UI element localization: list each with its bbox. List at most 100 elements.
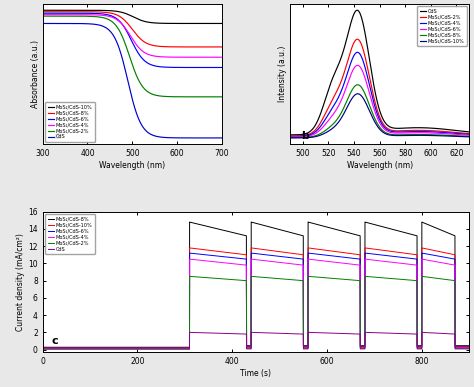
MoS₂/CdS-6% — [58, 11, 64, 15]
MoS₂/CdS-10% — [466, 344, 472, 349]
CdS — [40, 347, 46, 351]
MoS₂/CdS-10% — [287, 135, 293, 140]
MoS₂/CdS-2% — [410, 278, 416, 283]
CdS — [40, 21, 46, 26]
MoS₂/CdS-6% — [40, 11, 46, 15]
MoS₂/CdS-10% — [401, 133, 407, 138]
Line: MoS₂/CdS-6%: MoS₂/CdS-6% — [43, 13, 222, 67]
MoS₂/CdS-6% — [392, 131, 397, 135]
Line: MoS₂/CdS-6%: MoS₂/CdS-6% — [290, 65, 469, 137]
MoS₂/CdS-8% — [255, 221, 261, 226]
Line: MoS₂/CdS-10%: MoS₂/CdS-10% — [43, 10, 222, 24]
MoS₂/CdS-8% — [287, 135, 293, 140]
X-axis label: Wavelength (nm): Wavelength (nm) — [99, 161, 165, 170]
MoS₂/CdS-2% — [180, 94, 185, 99]
MoS₂/CdS-6% — [255, 252, 261, 256]
MoS₂/CdS-6% — [423, 130, 429, 135]
CdS — [183, 135, 189, 140]
MoS₂/CdS-10% — [466, 135, 472, 139]
MoS₂/CdS-4% — [355, 50, 360, 55]
MoS₂/CdS-10% — [399, 250, 405, 255]
MoS₂/CdS-2% — [119, 33, 125, 37]
MoS₂/CdS-8% — [442, 133, 447, 137]
Y-axis label: Current density (mA/cm²): Current density (mA/cm²) — [17, 233, 26, 331]
MoS₂/CdS-8% — [187, 220, 192, 224]
MoS₂/CdS-4% — [447, 262, 452, 266]
MoS₂/CdS-8% — [112, 12, 118, 17]
CdS — [172, 347, 177, 351]
Text: a: a — [54, 131, 61, 141]
MoS₂/CdS-2% — [447, 277, 452, 282]
MoS₂/CdS-6% — [187, 251, 192, 255]
MoS₂/CdS-4% — [40, 12, 46, 17]
MoS₂/CdS-10% — [298, 135, 304, 140]
MoS₂/CdS-2% — [392, 128, 397, 133]
Legend: MoS₂/CdS-8%, MoS₂/CdS-10%, MoS₂/CdS-6%, MoS₂/CdS-4%, MoS₂/CdS-2%, CdS: MoS₂/CdS-8%, MoS₂/CdS-10%, MoS₂/CdS-6%, … — [45, 214, 95, 254]
CdS — [119, 54, 125, 58]
MoS₂/CdS-8% — [298, 135, 304, 140]
X-axis label: Wavelength (nm): Wavelength (nm) — [346, 161, 413, 170]
MoS₂/CdS-10% — [423, 133, 429, 138]
MoS₂/CdS-4% — [467, 345, 473, 350]
MoS₂/CdS-10% — [410, 252, 416, 257]
MoS₂/CdS-10% — [180, 21, 185, 26]
MoS₂/CdS-6% — [119, 21, 125, 26]
MoS₂/CdS-10% — [58, 8, 64, 12]
CdS — [467, 347, 473, 351]
MoS₂/CdS-6% — [467, 345, 473, 349]
MoS₂/CdS-8% — [163, 45, 169, 49]
MoS₂/CdS-10% — [442, 134, 447, 138]
Line: MoS₂/CdS-10%: MoS₂/CdS-10% — [43, 248, 470, 348]
MoS₂/CdS-6% — [396, 131, 402, 135]
Line: MoS₂/CdS-8%: MoS₂/CdS-8% — [43, 222, 470, 347]
MoS₂/CdS-10% — [40, 8, 46, 12]
MoS₂/CdS-10% — [172, 346, 177, 350]
MoS₂/CdS-6% — [401, 131, 407, 135]
MoS₂/CdS-6% — [219, 65, 225, 70]
MoS₂/CdS-8% — [399, 229, 405, 234]
MoS₂/CdS-4% — [163, 55, 169, 59]
Line: MoS₂/CdS-10%: MoS₂/CdS-10% — [290, 94, 469, 138]
MoS₂/CdS-2% — [172, 346, 177, 351]
MoS₂/CdS-8% — [172, 345, 177, 349]
MoS₂/CdS-2% — [442, 129, 447, 134]
CdS — [112, 36, 118, 41]
MoS₂/CdS-6% — [447, 256, 452, 260]
MoS₂/CdS-8% — [423, 132, 429, 137]
MoS₂/CdS-4% — [40, 346, 46, 351]
MoS₂/CdS-8% — [58, 9, 64, 14]
MoS₂/CdS-6% — [180, 65, 185, 70]
MoS₂/CdS-8% — [219, 45, 225, 49]
MoS₂/CdS-8% — [466, 343, 472, 348]
MoS₂/CdS-2% — [423, 128, 429, 133]
MoS₂/CdS-6% — [298, 134, 304, 139]
MoS₂/CdS-8% — [183, 45, 189, 49]
X-axis label: Time (s): Time (s) — [240, 369, 272, 378]
MoS₂/CdS-4% — [423, 129, 429, 134]
MoS₂/CdS-4% — [183, 55, 189, 60]
MoS₂/CdS-8% — [355, 82, 361, 87]
MoS₂/CdS-2% — [183, 94, 189, 99]
MoS₂/CdS-6% — [40, 346, 46, 351]
CdS — [180, 135, 185, 140]
Legend: CdS, MoS₂/CdS-2%, MoS₂/CdS-4%, MoS₂/CdS-6%, MoS₂/CdS-8%, MoS₂/CdS-10%: CdS, MoS₂/CdS-2%, MoS₂/CdS-4%, MoS₂/CdS-… — [417, 6, 467, 46]
MoS₂/CdS-2% — [298, 134, 304, 138]
Line: MoS₂/CdS-2%: MoS₂/CdS-2% — [43, 16, 222, 97]
Line: CdS: CdS — [290, 10, 469, 135]
MoS₂/CdS-4% — [442, 130, 447, 135]
CdS — [219, 135, 225, 140]
MoS₂/CdS-8% — [40, 9, 46, 14]
CdS — [401, 126, 407, 130]
MoS₂/CdS-8% — [180, 45, 185, 49]
Legend: MoS₂/CdS-10%, MoS₂/CdS-8%, MoS₂/CdS-6%, MoS₂/CdS-4%, MoS₂/CdS-2%, CdS: MoS₂/CdS-10%, MoS₂/CdS-8%, MoS₂/CdS-6%, … — [45, 102, 95, 142]
Line: CdS: CdS — [43, 332, 470, 349]
MoS₂/CdS-4% — [219, 55, 225, 60]
Y-axis label: Absorbance (a.u.): Absorbance (a.u.) — [31, 40, 40, 108]
MoS₂/CdS-8% — [410, 233, 416, 237]
MoS₂/CdS-6% — [163, 65, 169, 70]
MoS₂/CdS-4% — [287, 134, 293, 139]
MoS₂/CdS-2% — [396, 128, 402, 133]
CdS — [287, 132, 293, 137]
MoS₂/CdS-6% — [442, 131, 447, 136]
MoS₂/CdS-4% — [401, 130, 407, 134]
